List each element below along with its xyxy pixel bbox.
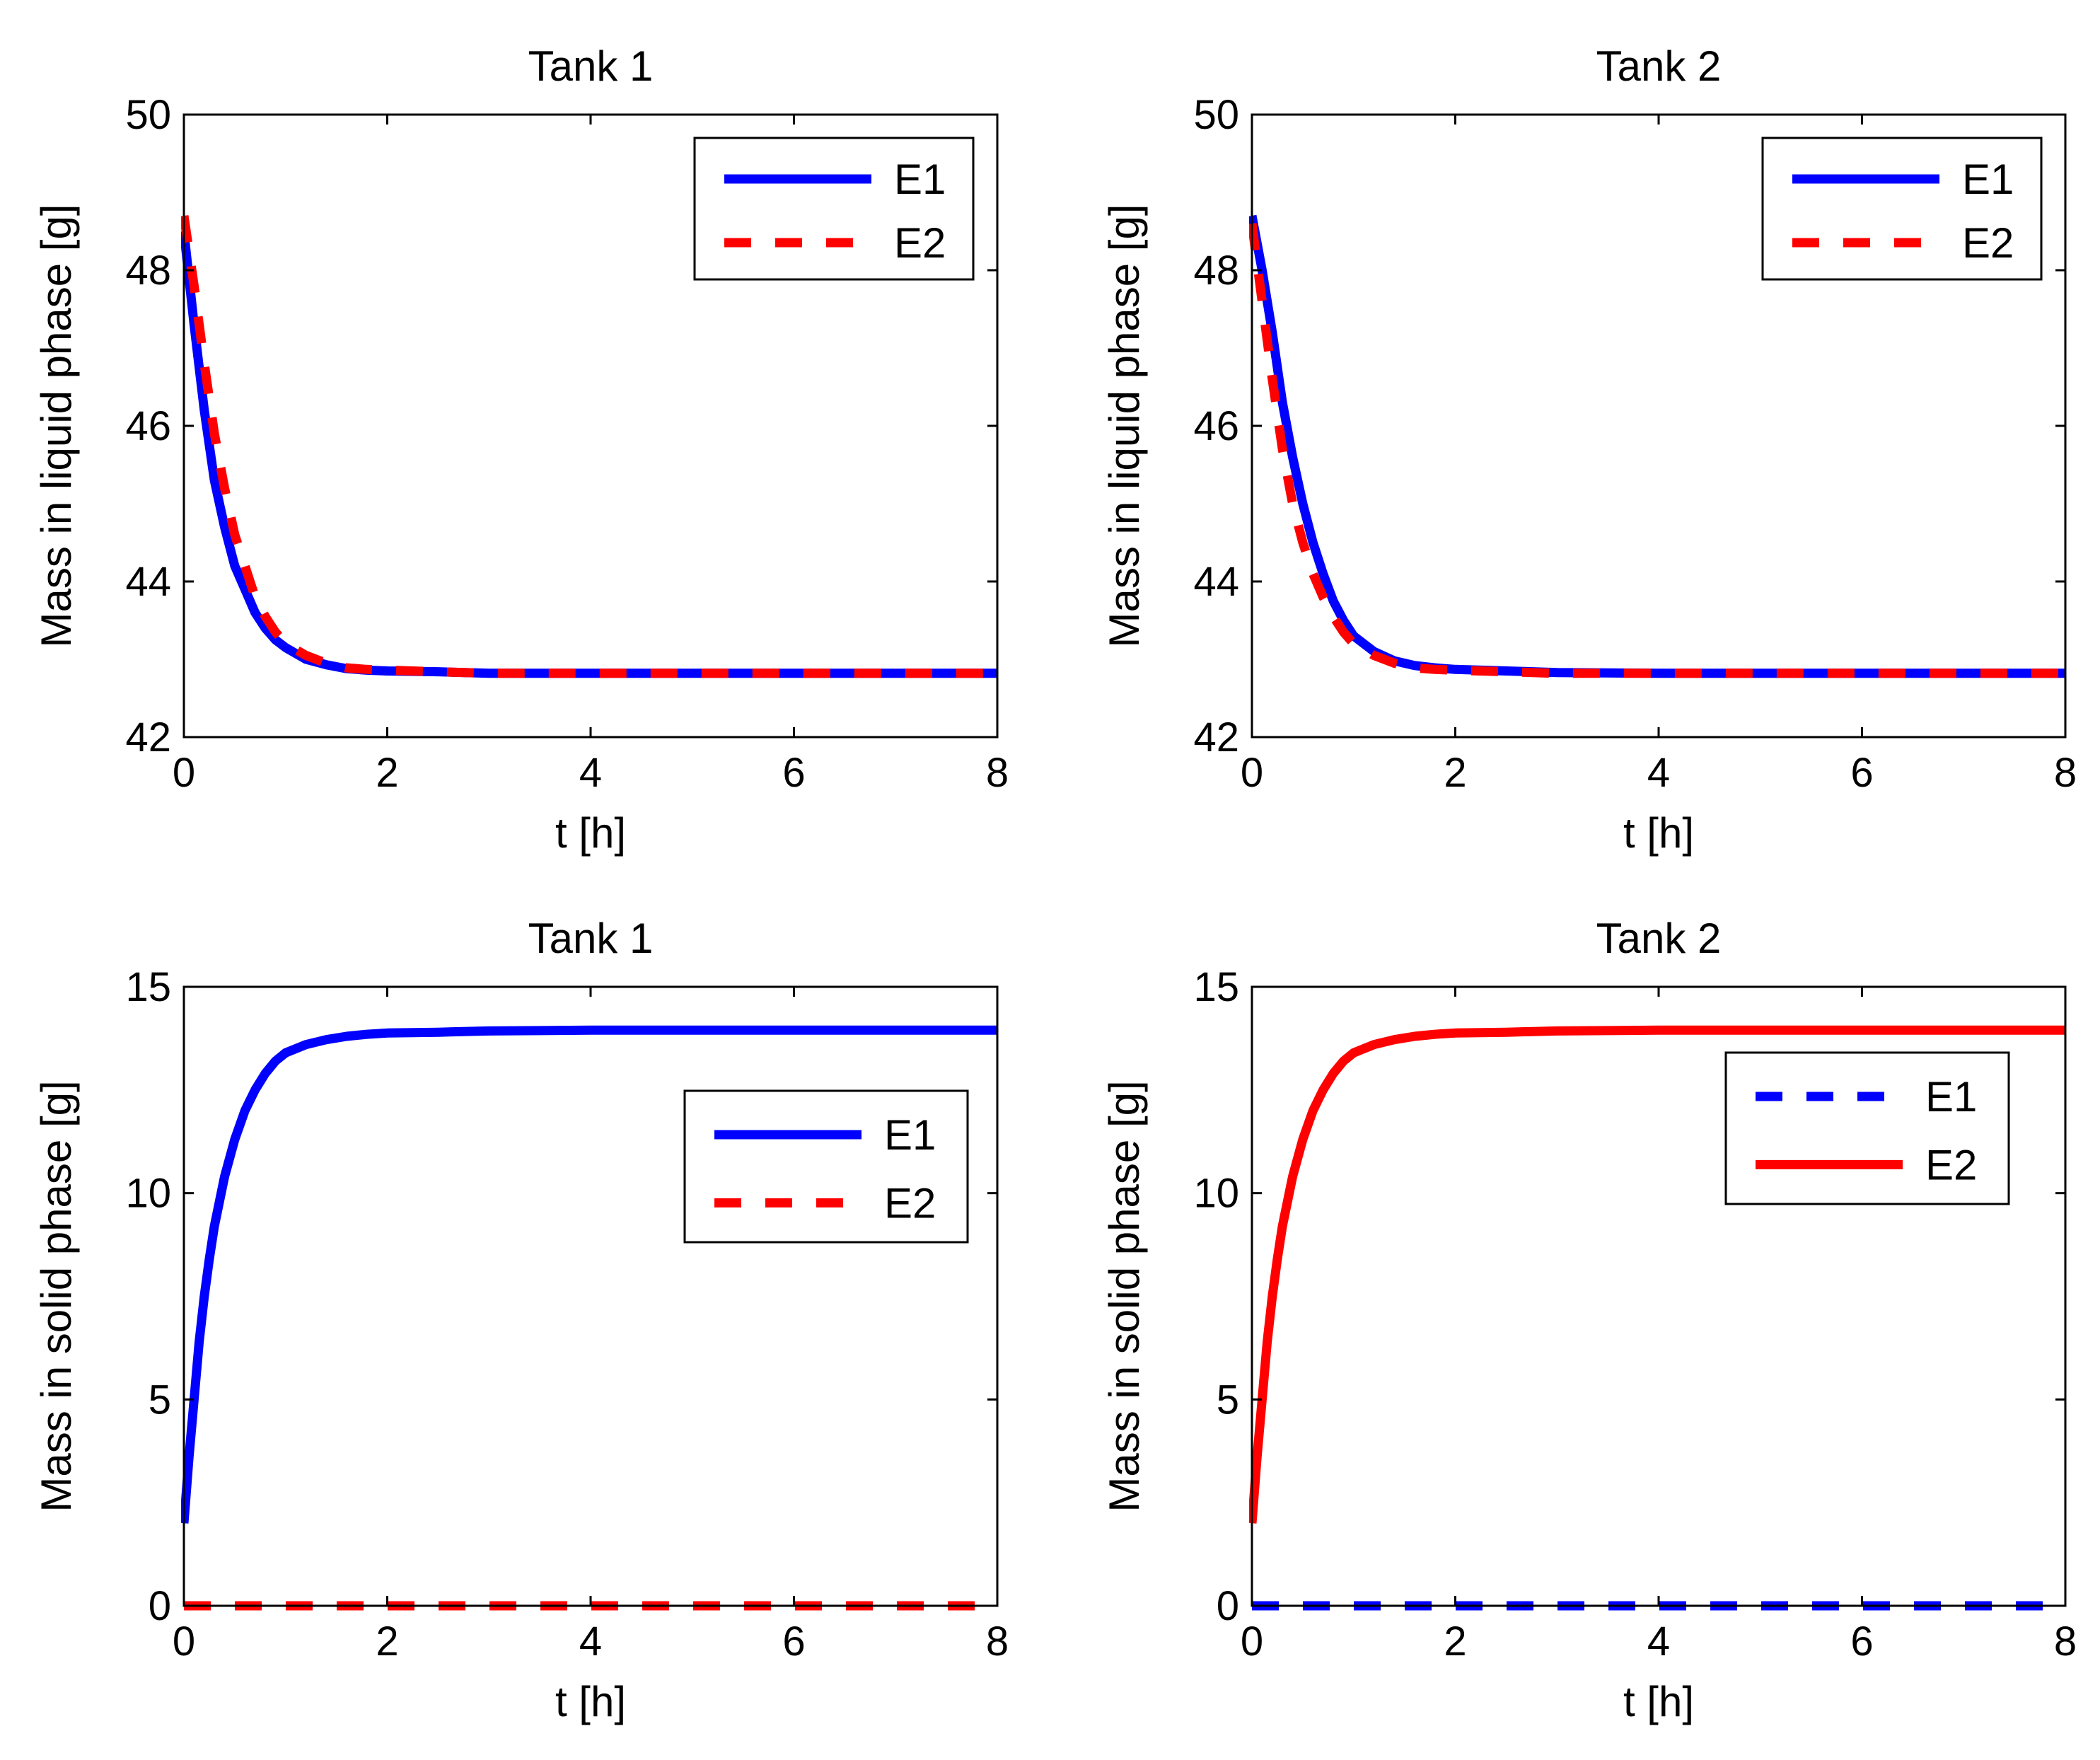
x-tick-label: 2: [376, 750, 398, 796]
legend-box: [683, 1089, 969, 1244]
legend-label-e2: E2: [1925, 1141, 1977, 1188]
series-line-e1-panel-3: [181, 1025, 997, 1524]
legend-label-e1: E1: [884, 1111, 936, 1159]
y-tick-label: 42: [1193, 714, 1239, 760]
x-tick-label: 4: [1647, 1619, 1670, 1665]
x-tick-label: 4: [1647, 750, 1670, 796]
y-tick-label: 46: [1193, 403, 1239, 449]
x-tick-label: 4: [579, 1619, 602, 1665]
x-tick-label: 2: [1444, 750, 1466, 796]
x-tick-label: 4: [579, 750, 602, 796]
x-axis-label: t [h]: [1623, 1678, 1694, 1725]
x-tick-label: 6: [1850, 750, 1873, 796]
y-tick-label: 48: [125, 248, 171, 294]
x-tick-label: 8: [986, 1619, 1009, 1665]
legend-label-e2: E2: [884, 1179, 936, 1227]
y-tick-label: 15: [125, 964, 171, 1010]
y-axis-label: Mass in solid phase [g]: [33, 1080, 80, 1512]
y-axis-label: Mass in liquid phase [g]: [1101, 204, 1148, 647]
legend-label-e2: E2: [894, 219, 946, 267]
y-tick-label: 10: [125, 1171, 171, 1217]
x-tick-label: 8: [2054, 1619, 2077, 1665]
y-tick-label: 0: [1217, 1583, 1239, 1629]
chart-panel-3: 0 2 4 6 8 0 5 10 15 Tank 1 t [h] Mass in solid phas…: [33, 915, 1009, 1725]
legend-label-e1: E1: [894, 156, 946, 203]
x-tick-label: 0: [173, 1619, 195, 1665]
y-tick-label: 5: [149, 1377, 171, 1423]
y-tick-label: 50: [125, 92, 171, 138]
x-tick-label: 6: [782, 750, 805, 796]
legend-box: [1761, 137, 2043, 281]
x-tick-label: 6: [1850, 1619, 1873, 1665]
x-tick-label: 8: [986, 750, 1009, 796]
y-tick-label: 15: [1193, 964, 1239, 1010]
x-tick-label: 6: [782, 1619, 805, 1665]
y-tick-label: 48: [1193, 248, 1239, 294]
series-line-e2-panel-1: [181, 215, 997, 678]
legend-label-e2: E2: [1962, 219, 2014, 267]
x-tick-label: 0: [1241, 750, 1263, 796]
x-tick-label: 0: [173, 750, 195, 796]
y-tick-label: 44: [125, 559, 171, 605]
legend-label-e1: E1: [1925, 1073, 1977, 1121]
plot-frame: [182, 985, 999, 1607]
x-tick-label: 0: [1241, 1619, 1263, 1665]
series-line-e1-panel-2: [1249, 214, 2065, 678]
y-tick-label: 42: [125, 714, 171, 760]
y-tick-label: 5: [1217, 1377, 1239, 1423]
legend-label-e1: E1: [1962, 156, 2014, 203]
y-tick-label: 10: [1193, 1171, 1239, 1217]
y-tick-label: 0: [149, 1583, 171, 1629]
legend-box: [693, 137, 975, 281]
chart-title: Tank 1: [528, 42, 654, 90]
y-tick-label: 44: [1193, 559, 1239, 605]
y-axis-label: Mass in liquid phase [g]: [33, 204, 80, 647]
chart-title: Tank 1: [528, 915, 654, 962]
series-line-e1-panel-1: [181, 231, 997, 678]
legend-box: [1724, 1051, 2010, 1205]
chart-title: Tank 2: [1596, 42, 1722, 90]
series-line-e2-panel-2: [1249, 223, 2065, 678]
y-tick-label: 46: [125, 403, 171, 449]
y-tick-label: 50: [1193, 92, 1239, 138]
x-tick-label: 2: [376, 1619, 398, 1665]
x-axis-label: t [h]: [555, 809, 626, 857]
chart-title: Tank 2: [1596, 915, 1722, 962]
x-tick-label: 8: [2054, 750, 2077, 796]
x-axis-label: t [h]: [555, 1678, 626, 1725]
x-axis-label: t [h]: [1623, 809, 1694, 857]
y-axis-label: Mass in solid phase [g]: [1101, 1080, 1148, 1512]
series-line-e2-panel-4: [1249, 1025, 2065, 1524]
x-tick-label: 2: [1444, 1619, 1466, 1665]
chart-panel-4: 0 2 4 6 8 0 5 10 15 Tank 2 t [h] Mass in solid phas…: [1101, 915, 2077, 1725]
